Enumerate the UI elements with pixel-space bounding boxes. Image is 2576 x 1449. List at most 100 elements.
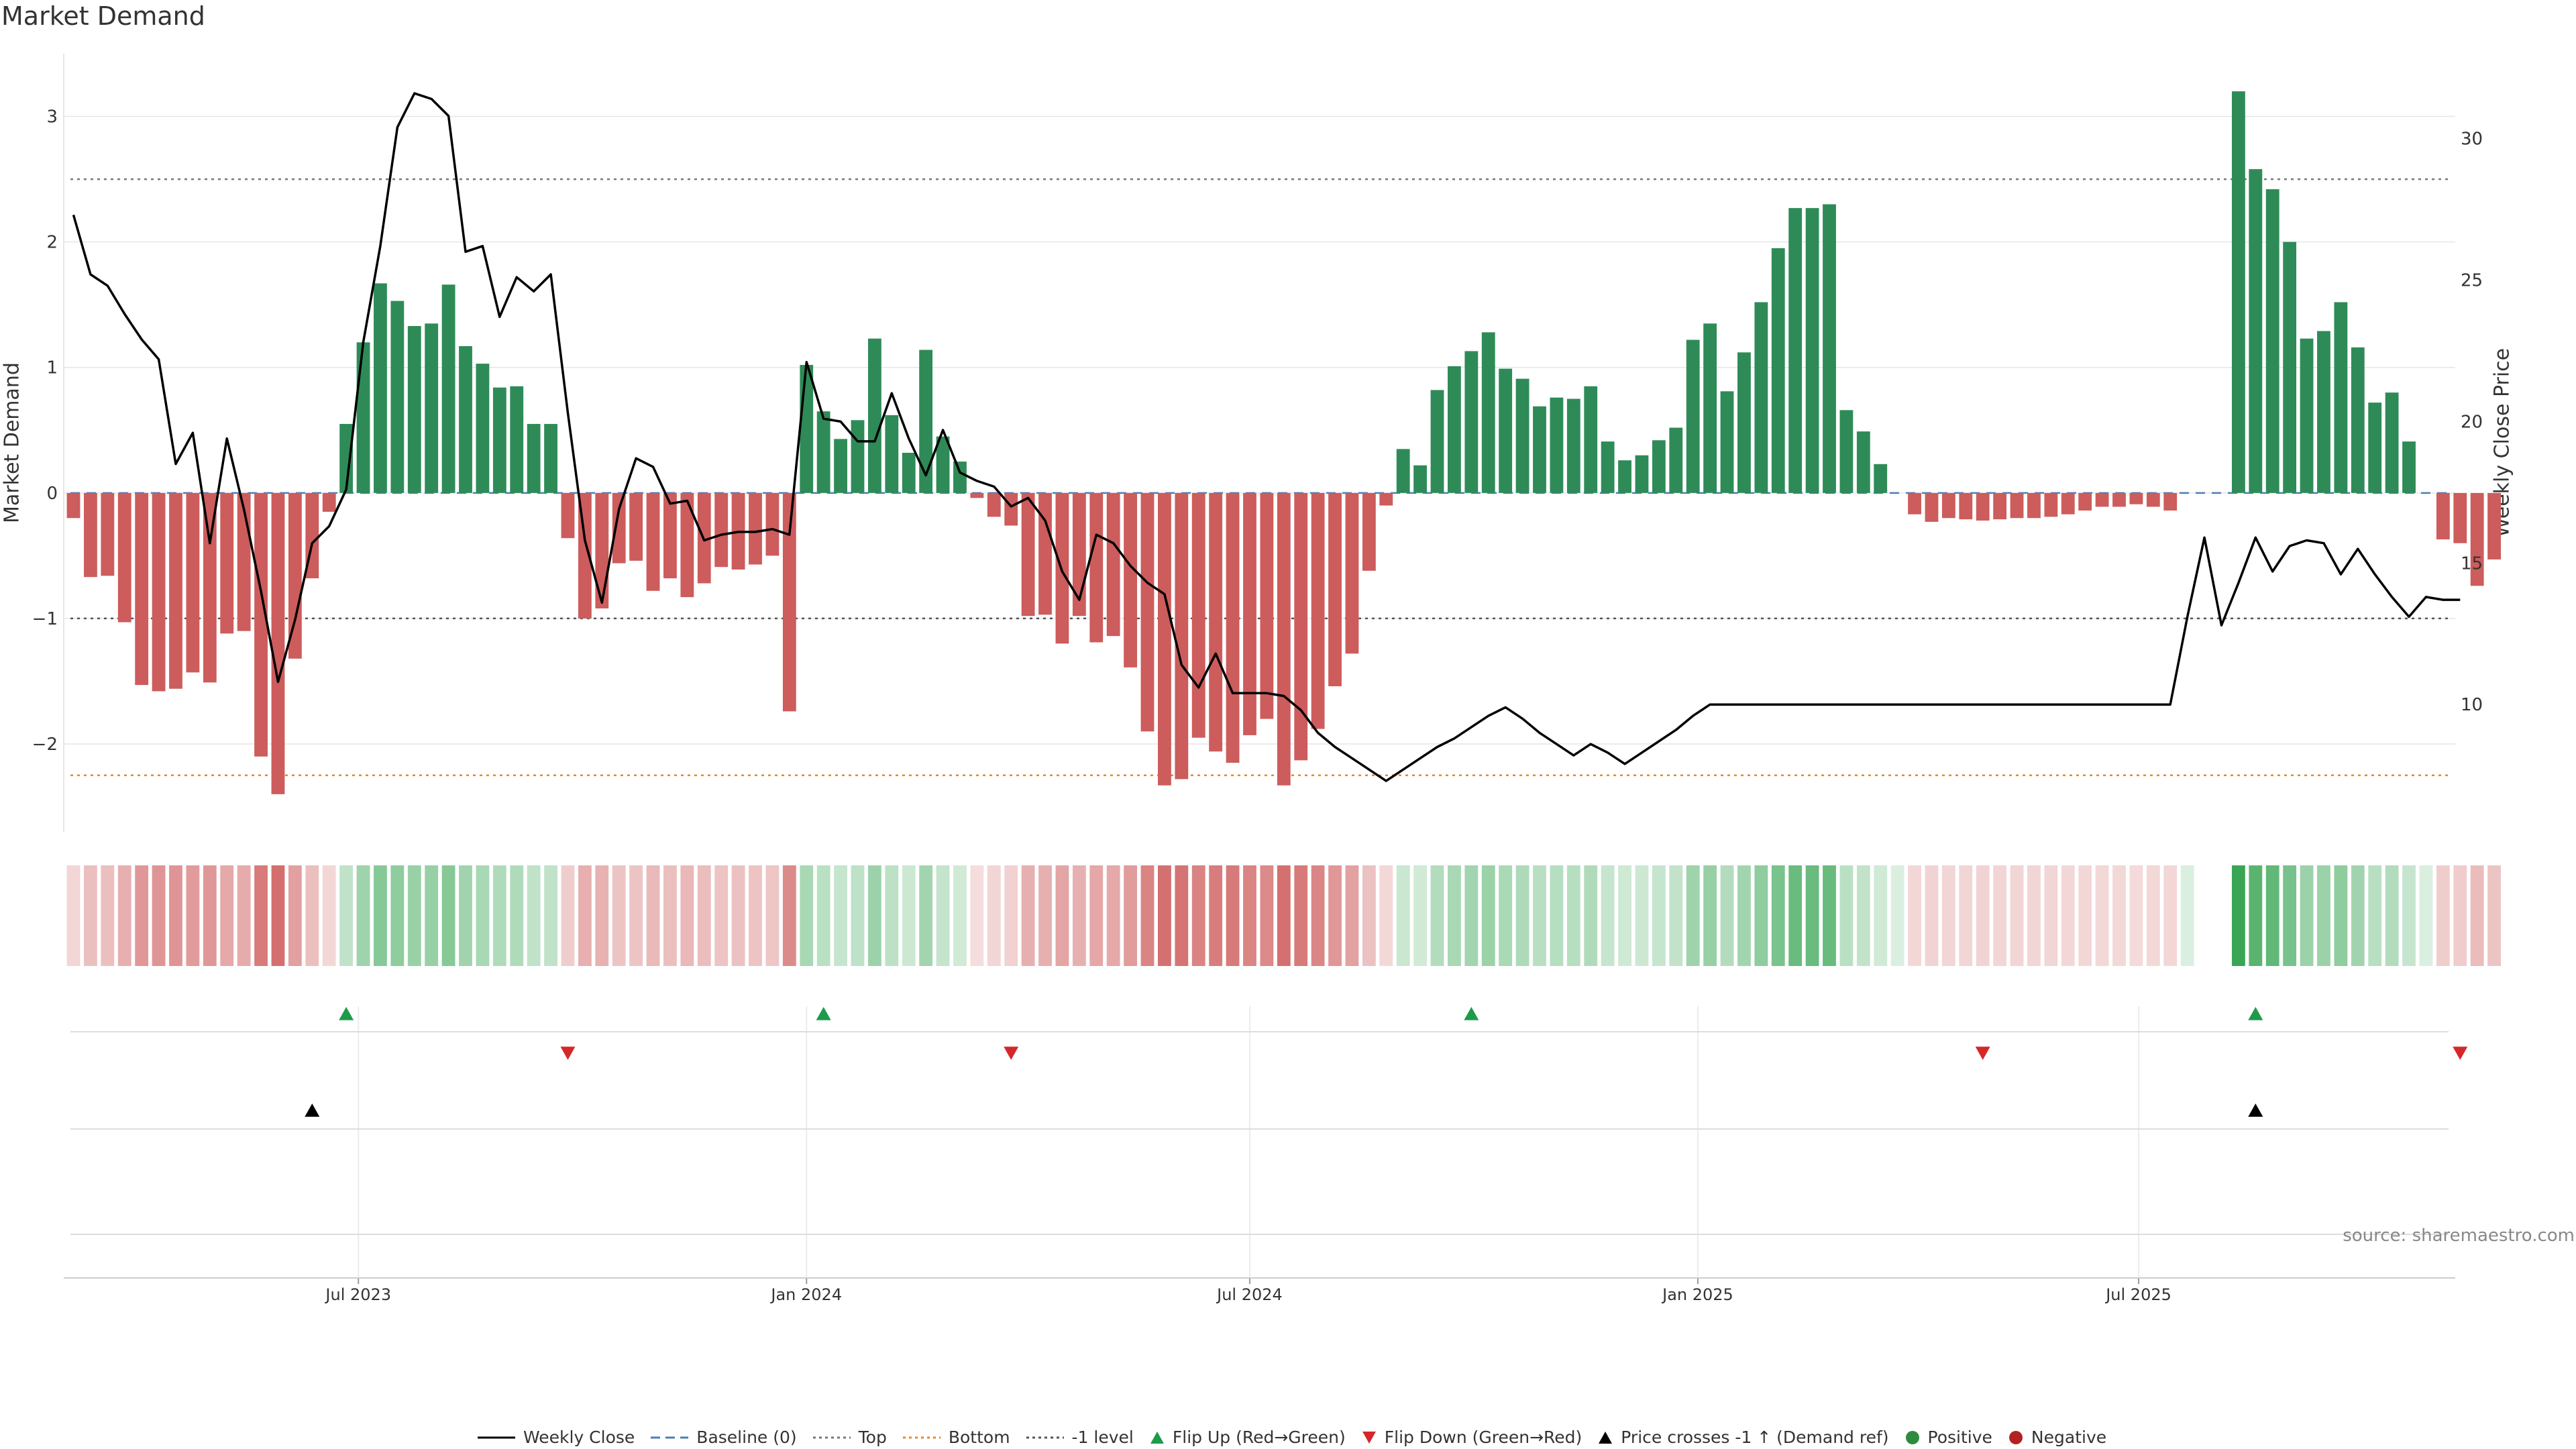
y-tick-label-left: 2 <box>46 233 58 253</box>
heatmap-cell <box>2283 865 2297 966</box>
heatmap-cell <box>1260 865 1274 966</box>
heatmap-cell <box>629 865 643 966</box>
heatmap-cell <box>663 865 677 966</box>
heatmap-cell <box>2334 865 2348 966</box>
demand-bar-positive <box>476 364 490 493</box>
demand-bar-negative <box>1004 492 1018 526</box>
demand-bar-negative <box>987 492 1001 517</box>
legend-item: Negative <box>2007 1428 2106 1447</box>
flip-down-marker <box>560 1046 576 1060</box>
heatmap-cell <box>2265 865 2279 966</box>
heatmap-cell <box>834 865 847 966</box>
demand-bar-positive <box>2249 169 2263 493</box>
heatmap-cell <box>2095 865 2109 966</box>
demand-bar-negative <box>970 492 984 498</box>
heatmap-cell <box>356 865 370 966</box>
legend-swatch <box>2008 1430 2023 1444</box>
heatmap-cell <box>1908 865 1921 966</box>
demand-bar-positive <box>1464 351 1479 493</box>
heatmap-cell <box>544 865 557 966</box>
heatmap-cell <box>186 865 200 966</box>
heatmap-cell <box>1175 865 1189 966</box>
weekly-close-line <box>72 92 2461 782</box>
heatmap-cell <box>390 865 405 966</box>
price-cross-marker <box>305 1104 320 1117</box>
heatmap-cell <box>305 865 319 966</box>
heatmap-cell <box>492 865 506 966</box>
heatmap-cell <box>152 865 166 966</box>
heatmap-cell <box>1601 865 1615 966</box>
y-tick-label-left: 1 <box>46 358 58 378</box>
heatmap-cell <box>1874 865 1888 966</box>
demand-bar-negative <box>612 492 626 564</box>
demand-bar-positive <box>885 415 899 493</box>
x-tick-label: Jul 2024 <box>1216 1285 1283 1304</box>
demand-bar-negative <box>2027 492 2041 519</box>
heatmap-cell <box>1550 865 1564 966</box>
demand-bar-negative <box>2487 492 2501 559</box>
heatmap-cell <box>101 865 115 966</box>
heatmap-cell <box>1413 865 1428 966</box>
legend-swatch <box>651 1436 689 1438</box>
heatmap-cell <box>2163 865 2178 966</box>
legend-item: Flip Up (Red→Green) <box>1148 1428 1346 1447</box>
demand-bar-negative <box>1362 492 1376 571</box>
swatch-tri-up <box>1150 1431 1164 1444</box>
heatmap-cell <box>902 865 916 966</box>
heatmap-cell <box>1925 865 1939 966</box>
heatmap-cell <box>135 865 149 966</box>
demand-bar-negative <box>2061 492 2075 515</box>
heatmap-cell <box>1362 865 1376 966</box>
demand-bar-negative <box>1191 492 1205 738</box>
flip-down-marker <box>1004 1046 1019 1060</box>
demand-bar-negative <box>1328 492 1342 686</box>
legend-label: Bottom <box>948 1428 1010 1447</box>
heatmap-cell <box>2231 865 2245 966</box>
demand-bar-positive <box>2334 302 2348 493</box>
swatch-tri-up <box>1599 1431 1613 1444</box>
demand-bar-negative <box>1021 492 1035 616</box>
demand-bar-positive <box>1720 391 1734 493</box>
heatmap-cell <box>1191 865 1205 966</box>
demand-bar-negative <box>1908 492 1921 515</box>
heatmap-cell <box>2180 865 2194 966</box>
heatmap-cell <box>1635 865 1649 966</box>
demand-bar-negative <box>1925 492 1939 522</box>
legend-swatch <box>902 1436 941 1438</box>
demand-bar-negative <box>1106 492 1120 637</box>
heatmap-cell <box>2351 865 2365 966</box>
legend-item: Bottom <box>902 1428 1010 1447</box>
heatmap-cell <box>885 865 899 966</box>
y-tick-label-left: −2 <box>32 735 58 755</box>
demand-bar-positive <box>1737 352 1751 493</box>
heatmap-cell <box>2027 865 2041 966</box>
legend-label: Flip Up (Red→Green) <box>1172 1428 1346 1447</box>
flip-down-marker <box>1975 1046 1990 1060</box>
demand-bar-positive <box>1396 449 1410 493</box>
demand-bar-positive <box>1584 386 1598 493</box>
demand-bar-negative <box>1941 492 1955 519</box>
heatmap-cell <box>749 865 762 966</box>
demand-bar-positive <box>2368 402 2382 493</box>
demand-bar-positive <box>527 423 541 493</box>
chart-title: Market Demand <box>1 1 205 31</box>
demand-bar-positive <box>2300 338 2314 493</box>
heatmap-cell <box>2385 865 2399 966</box>
demand-bar-negative <box>322 492 336 512</box>
demand-bar-negative <box>2436 492 2450 540</box>
demand-bar-positive <box>339 423 354 493</box>
swatch-tri-down <box>1362 1431 1376 1444</box>
heatmap-cell <box>66 865 80 966</box>
heatmap-cell <box>1464 865 1479 966</box>
heatmap-cell <box>1481 865 1495 966</box>
heatmap-cell <box>271 865 285 966</box>
demand-bar-negative <box>271 492 285 794</box>
demand-bar-positive <box>834 439 847 493</box>
heatmap-cell <box>1737 865 1751 966</box>
heatmap-cell <box>1805 865 1819 966</box>
demand-bar-positive <box>510 386 524 493</box>
heatmap-cell <box>800 865 814 966</box>
demand-bar-negative <box>220 492 234 634</box>
legend-label: Negative <box>2031 1428 2107 1447</box>
heatmap-cell <box>288 865 302 966</box>
